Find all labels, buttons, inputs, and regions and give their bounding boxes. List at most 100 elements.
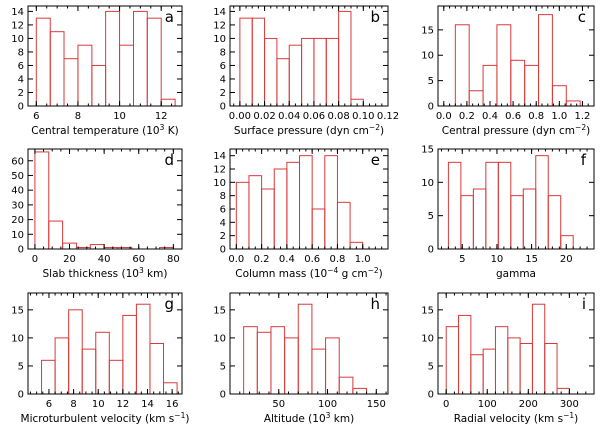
panel-label-c: c bbox=[578, 8, 586, 26]
y-tick-label-g-1: 5 bbox=[18, 361, 24, 372]
bar-a-6 bbox=[119, 44, 135, 107]
bar-b-7 bbox=[325, 37, 340, 107]
y-tick-label-a-3: 6 bbox=[18, 61, 24, 72]
axes-frame-c bbox=[437, 5, 595, 107]
x-tick-label-e-4: 0.8 bbox=[329, 254, 345, 265]
bar-i-5 bbox=[507, 337, 521, 395]
y-tick-label-b-0: 0 bbox=[220, 102, 226, 113]
panel-a: 6 8 10 12 0 2 4 6 8 10 12 14 a Central temperature (1… bbox=[11, 5, 183, 137]
panel-label-i: i bbox=[582, 295, 586, 313]
bar-a-4 bbox=[91, 64, 107, 107]
x-tick-label-c-1: 0.2 bbox=[459, 111, 475, 122]
y-tick-label-a-2: 4 bbox=[18, 74, 24, 85]
x-tick-label-c-0: 0.0 bbox=[436, 111, 452, 122]
x-tick-label-f-3: 20 bbox=[560, 254, 573, 265]
y-tick-label-f-1: 5 bbox=[428, 211, 434, 222]
x-tick-label-f-0: 5 bbox=[459, 254, 465, 265]
x-tick-label-c-4: 0.8 bbox=[528, 111, 544, 122]
x-tick-label-c-2: 0.4 bbox=[482, 111, 498, 122]
x-tick-label-c-6: 1.2 bbox=[574, 111, 590, 122]
bar-e-8 bbox=[336, 201, 351, 250]
panel-b: 0.00 0.02 0.04 0.06 0.08 0.10 0.12 0 2 4 6 8 10 12 14 b… bbox=[213, 5, 399, 137]
x-tick-label-g-0: 6 bbox=[46, 399, 52, 410]
panel-label-a: a bbox=[165, 8, 174, 26]
x-tick-label-a-2: 10 bbox=[113, 111, 126, 122]
x-tick-label-i-1: 100 bbox=[478, 399, 497, 410]
x-tick-label-b-2: 0.04 bbox=[278, 111, 300, 122]
x-axis-label-f: gamma bbox=[496, 268, 536, 280]
x-tick-label-b-6: 0.12 bbox=[377, 111, 399, 122]
x-tick-label-f-1: 10 bbox=[491, 254, 504, 265]
bar-b-8 bbox=[338, 10, 352, 107]
bar-e-1 bbox=[248, 175, 263, 250]
x-tick-label-g-1: 8 bbox=[70, 399, 76, 410]
y-tick-label-h-1: 5 bbox=[220, 361, 226, 372]
y-tick-label-b-3: 6 bbox=[220, 61, 226, 72]
x-tick-label-b-3: 0.06 bbox=[303, 111, 325, 122]
panel-label-g: g bbox=[164, 295, 174, 313]
x-tick-label-b-4: 0.08 bbox=[327, 111, 349, 122]
y-tick-label-c-1: 5 bbox=[428, 76, 434, 87]
axes-frame-h bbox=[229, 292, 389, 395]
bar-e-6 bbox=[311, 208, 326, 250]
y-tick-label-a-5: 10 bbox=[11, 34, 24, 45]
y-tick-label-b-4: 8 bbox=[220, 47, 226, 58]
bar-i-9 bbox=[556, 387, 570, 395]
bar-f-1 bbox=[460, 195, 474, 250]
x-tick-label-d-2: 40 bbox=[98, 254, 111, 265]
bar-f-2 bbox=[472, 188, 487, 250]
y-tick-label-g-0: 0 bbox=[18, 390, 24, 401]
y-tick-label-a-6: 12 bbox=[11, 20, 24, 31]
y-tick-label-d-6: 60 bbox=[11, 156, 24, 167]
bar-h-6 bbox=[325, 337, 340, 395]
axes-frame-e bbox=[229, 148, 389, 250]
bar-a-0 bbox=[35, 17, 51, 107]
x-tick-label-i-2: 200 bbox=[519, 399, 538, 410]
y-tick-label-b-1: 2 bbox=[220, 88, 226, 99]
y-tick-label-a-4: 8 bbox=[18, 47, 24, 58]
y-tick-label-h-0: 0 bbox=[220, 390, 226, 401]
bar-i-1 bbox=[458, 314, 472, 395]
bar-h-7 bbox=[338, 376, 354, 395]
y-tick-label-g-3: 15 bbox=[11, 305, 24, 316]
panel-f: 5 10 15 20 0 5 10 15 f gamma bbox=[421, 145, 595, 280]
y-tick-label-d-4: 40 bbox=[11, 186, 24, 197]
y-tick-label-h-3: 15 bbox=[213, 305, 226, 316]
x-tick-label-g-5: 16 bbox=[166, 399, 179, 410]
axes-frame-f bbox=[437, 148, 595, 250]
bar-e-3 bbox=[273, 168, 288, 250]
y-tick-label-d-3: 30 bbox=[11, 200, 24, 211]
y-tick-label-e-5: 10 bbox=[213, 178, 226, 189]
axes-frame-i bbox=[437, 292, 595, 395]
panel-g: 6 8 10 12 14 16 0 5 10 15 g Microturbulent velocity… bbox=[11, 292, 189, 425]
bar-g-8 bbox=[149, 343, 165, 395]
y-tick-label-b-2: 4 bbox=[220, 74, 226, 85]
y-tick-label-e-4: 8 bbox=[220, 191, 226, 202]
x-tick-label-c-3: 0.6 bbox=[505, 111, 521, 122]
y-tick-label-d-1: 10 bbox=[11, 230, 24, 241]
y-tick-label-b-7: 14 bbox=[213, 7, 226, 18]
bar-h-2 bbox=[270, 326, 286, 395]
panel-label-f: f bbox=[581, 151, 587, 169]
y-tick-label-f-0: 0 bbox=[428, 245, 434, 256]
bar-c-4 bbox=[510, 59, 526, 107]
bar-b-1 bbox=[251, 17, 266, 107]
x-tick-label-a-3: 12 bbox=[155, 111, 168, 122]
bar-f-0 bbox=[447, 161, 462, 250]
y-tick-label-a-0: 0 bbox=[18, 102, 24, 113]
bar-c-5 bbox=[524, 64, 540, 107]
bar-c-0 bbox=[454, 24, 470, 107]
bar-g-4 bbox=[95, 331, 110, 395]
x-tick-label-d-4: 80 bbox=[167, 254, 180, 265]
bar-f-8 bbox=[547, 195, 562, 250]
x-tick-label-e-3: 0.6 bbox=[304, 254, 320, 265]
bar-i-8 bbox=[544, 343, 558, 395]
y-tick-label-a-7: 14 bbox=[11, 7, 24, 18]
bar-c-6 bbox=[538, 14, 553, 107]
y-tick-label-e-7: 14 bbox=[213, 151, 226, 162]
x-tick-label-d-1: 20 bbox=[63, 254, 76, 265]
y-tick-label-e-1: 2 bbox=[220, 231, 226, 242]
bar-g-5 bbox=[108, 359, 124, 395]
axes-frame-d bbox=[27, 148, 183, 250]
